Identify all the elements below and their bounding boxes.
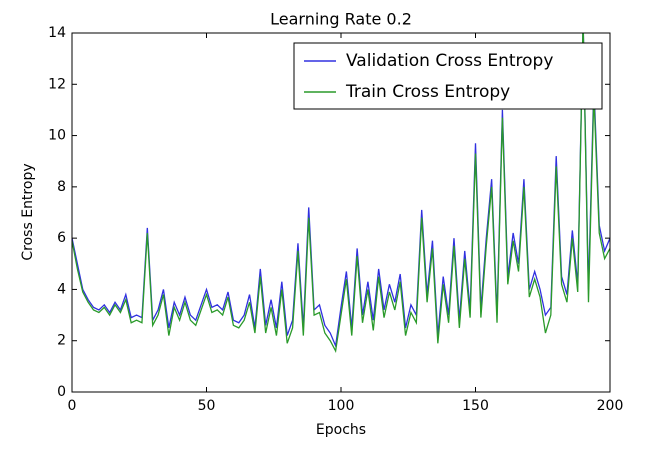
x-tick-label: 100 bbox=[328, 398, 355, 414]
legend-label: Validation Cross Entropy bbox=[346, 51, 553, 71]
y-tick-label: 14 bbox=[48, 25, 66, 41]
legend-box bbox=[293, 42, 603, 110]
legend-label: Train Cross Entropy bbox=[345, 82, 510, 102]
y-tick-label: 6 bbox=[57, 230, 66, 246]
x-tick-label: 200 bbox=[597, 398, 624, 414]
y-tick-label: 2 bbox=[57, 333, 66, 349]
y-axis-label: Cross Entropy bbox=[20, 163, 36, 260]
y-tick-label: 10 bbox=[48, 128, 66, 144]
series-line bbox=[72, 33, 610, 354]
x-tick-label: 50 bbox=[198, 398, 216, 414]
x-axis-label: Epochs bbox=[316, 422, 366, 438]
y-tick-label: 12 bbox=[48, 76, 66, 92]
x-tick-label: 150 bbox=[462, 398, 489, 414]
chart-title: Learning Rate 0.2 bbox=[270, 10, 412, 29]
y-tick-label: 8 bbox=[57, 179, 66, 195]
x-tick-label: 0 bbox=[68, 398, 77, 414]
y-tick-label: 4 bbox=[57, 281, 66, 297]
y-tick-label: 0 bbox=[57, 384, 66, 400]
plot-area bbox=[72, 33, 610, 354]
